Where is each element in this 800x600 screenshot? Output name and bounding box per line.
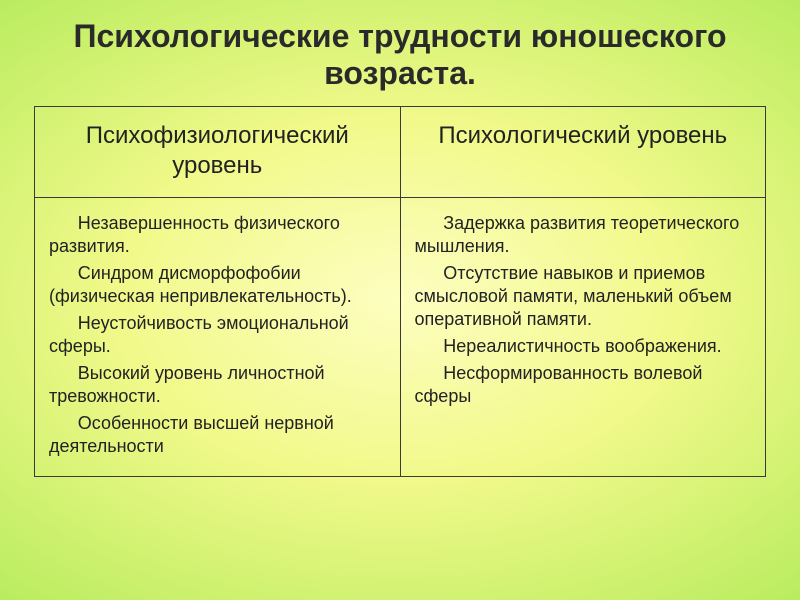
para: Задержка развития теоретического мышлени…	[415, 212, 752, 258]
col-header-psychophysiological: Психофизиологический уровень	[35, 106, 401, 197]
para: Отсутствие навыков и приемов смысловой п…	[415, 262, 752, 331]
slide-title: Психологические трудности юношеского воз…	[34, 18, 766, 92]
slide: Психологические трудности юношеского воз…	[0, 0, 800, 600]
para: Незавершенность физического развития.	[49, 212, 386, 258]
col-header-psychological: Психологический уровень	[400, 106, 766, 197]
table-body: Незавершенность физического развития. Си…	[35, 197, 766, 476]
para: Синдром дисморфофобии (физическая неприв…	[49, 262, 386, 308]
para: Высокий уровень личностной тревожности.	[49, 362, 386, 408]
para: Особенности высшей нервной деятельности	[49, 412, 386, 458]
para: Неустойчивость эмоциональной сферы.	[49, 312, 386, 358]
cell-psychological: Задержка развития теоретического мышлени…	[400, 197, 766, 476]
table-header-row: Психофизиологический уровень Психологиче…	[35, 106, 766, 197]
para: Несформированность волевой сферы	[415, 362, 752, 408]
table-header: Психофизиологический уровень Психологиче…	[35, 106, 766, 197]
table-row: Незавершенность физического развития. Си…	[35, 197, 766, 476]
difficulties-table: Психофизиологический уровень Психологиче…	[34, 106, 766, 477]
cell-psychophysiological: Незавершенность физического развития. Си…	[35, 197, 401, 476]
para: Нереалистичность воображения.	[415, 335, 752, 358]
